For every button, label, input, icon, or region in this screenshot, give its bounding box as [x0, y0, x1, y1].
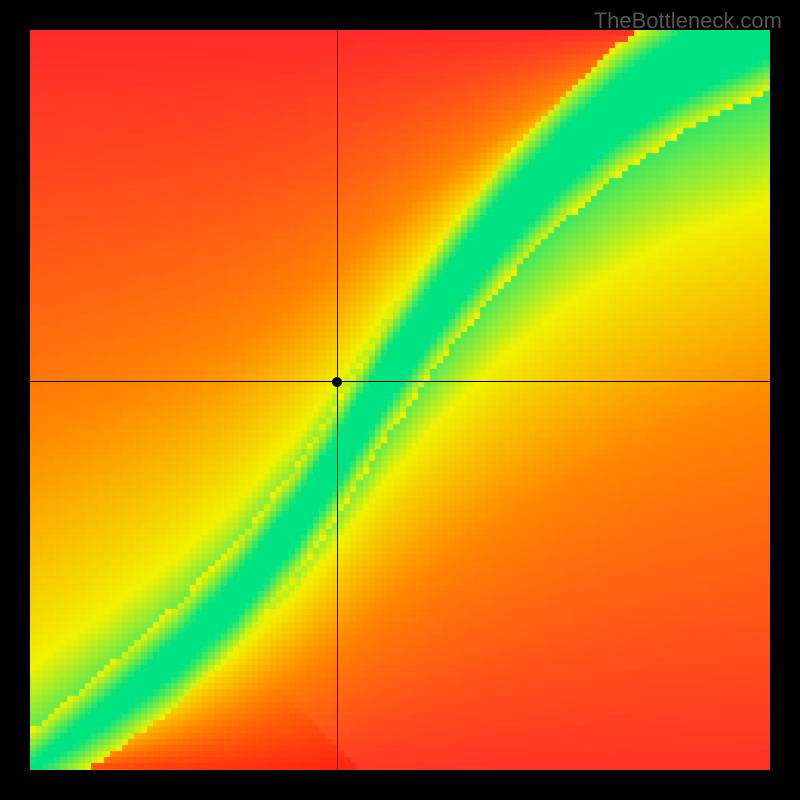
chart-container: TheBottleneck.com [0, 0, 800, 800]
frame-bottom [0, 770, 800, 800]
frame-right [770, 0, 800, 800]
bottleneck-heatmap [30, 30, 770, 770]
watermark-text: TheBottleneck.com [594, 8, 782, 34]
frame-left [0, 0, 30, 800]
